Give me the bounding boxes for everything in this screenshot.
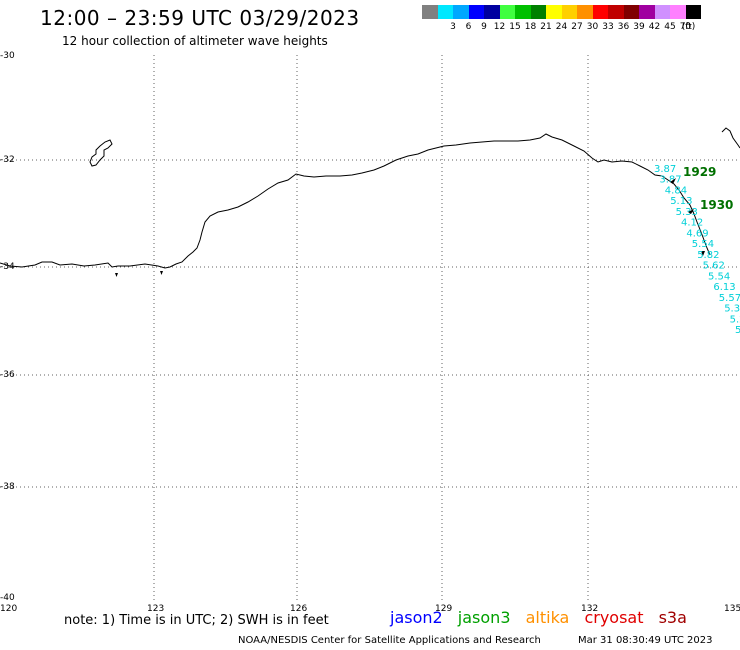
legend-unit: (ft) [681, 22, 696, 32]
lon-label: 123 [147, 604, 165, 614]
legend-swatch [530, 5, 546, 19]
wave-height-label: 5.54 [708, 271, 730, 282]
legend-swatch [608, 5, 624, 19]
generated-timestamp: Mar 31 08:30:49 UTC 2023 [578, 635, 713, 646]
legend-swatch [623, 5, 639, 19]
legend-swatch [592, 5, 608, 19]
legend-swatch [546, 5, 562, 19]
wave-height-label: 4.69 [686, 228, 708, 239]
legend-swatch [577, 5, 593, 19]
legend-swatch [468, 5, 484, 19]
legend-swatch [670, 5, 686, 19]
wave-height-label: 3.87 [654, 164, 676, 175]
legend-swatch [561, 5, 577, 19]
wave-height-label: 5.30 [724, 304, 740, 315]
legend-label: 30 [586, 22, 599, 32]
wave-height-label: 5.57 [719, 293, 740, 304]
satellite-name: jason3 [457, 608, 511, 627]
wave-height-label: 5.62 [703, 261, 725, 272]
legend-label: 24 [555, 22, 568, 32]
tasmania-coast [721, 127, 740, 149]
legend-swatch [422, 5, 438, 19]
lat-label: -38 [0, 482, 15, 492]
wave-height-label: 3.87 [659, 175, 681, 186]
wave-height-label: 4.84 [665, 186, 687, 197]
credit-text: NOAA/NESDIS Center for Satellite Applica… [238, 635, 541, 646]
wave-height-label: 5.82 [697, 250, 719, 261]
legend-label: 6 [465, 22, 472, 32]
legend-label: 3 [450, 22, 456, 32]
lat-label: -32 [0, 155, 15, 165]
legend-label: 27 [571, 22, 583, 32]
legend-label: 70 [679, 22, 692, 32]
legend-label: 9 [481, 22, 487, 32]
wave-height-label: 4.12 [681, 218, 703, 229]
legend-swatch [499, 5, 515, 19]
coastline [0, 133, 711, 269]
legend-label: 21 [540, 22, 552, 32]
graticule [0, 55, 740, 600]
track-time-label: 1929 [683, 165, 716, 179]
map-subtitle: 12 hour collection of altimeter wave hei… [62, 34, 328, 48]
island [89, 139, 113, 167]
legend-label: 39 [633, 22, 645, 32]
legend-label: 45 [664, 22, 676, 32]
lon-label: 126 [290, 604, 308, 614]
time-marker [670, 178, 694, 214]
legend-label: 36 [617, 22, 630, 32]
wave-height-label: 5.24 [730, 314, 740, 325]
legend-swatch [515, 5, 531, 19]
lon-label: 132 [581, 604, 599, 614]
footer-note: note: 1) Time is in UTC; 2) SWH is in fe… [64, 613, 329, 628]
wave-height-label: 5.13 [670, 196, 692, 207]
lat-label: -30 [0, 51, 15, 61]
coast-detail [115, 251, 705, 277]
legend-swatch [639, 5, 655, 19]
satellite-name: altika [525, 608, 570, 627]
legend-label: 15 [509, 22, 521, 32]
lon-label: 129 [435, 604, 453, 614]
legend-swatch [453, 5, 469, 19]
legend-label: 33 [602, 22, 614, 32]
satellite-name: s3a [658, 608, 687, 627]
altimeter-track: 3.873.874.845.135.334.124.695.545.825.62… [654, 164, 740, 336]
lon-label: 120 [0, 604, 18, 614]
lon-label: 135 [724, 604, 740, 614]
lat-label: -34 [0, 262, 15, 272]
wave-height-label: 5.33 [676, 207, 698, 218]
legend-swatch [654, 5, 670, 19]
legend-label: 12 [493, 22, 506, 32]
legend-swatch [685, 5, 701, 19]
lat-label: -36 [0, 370, 15, 380]
track-time-label: 1930 [700, 198, 733, 212]
legend-label: 42 [648, 22, 661, 32]
lat-label: -40 [0, 593, 15, 603]
satellite-name: cryosat [584, 608, 644, 627]
map-title: 12:00 – 23:59 UTC 03/29/2023 [40, 6, 360, 30]
wave-height-label: 5.54 [692, 239, 714, 250]
legend-swatch [437, 5, 453, 19]
satellite-list: jason2 jason3 altika cryosat s3a [390, 608, 697, 627]
legend-label: 18 [524, 22, 537, 32]
legend-swatch [484, 5, 500, 19]
satellite-name: jason2 [390, 608, 443, 627]
wave-height-label: 5.4 [735, 325, 740, 336]
wave-height-label: 6.13 [713, 282, 735, 293]
